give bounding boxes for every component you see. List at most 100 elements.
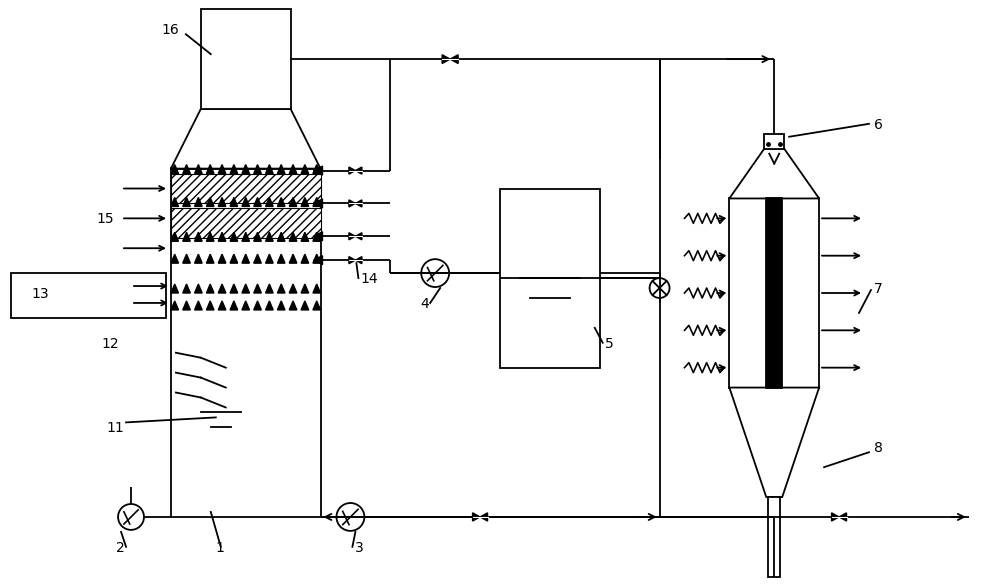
Polygon shape [314,232,322,240]
Polygon shape [266,254,273,263]
Polygon shape [277,301,285,310]
Polygon shape [442,55,450,64]
Polygon shape [183,198,190,206]
Polygon shape [473,513,480,521]
Text: 12: 12 [101,337,119,351]
Text: 15: 15 [96,212,114,226]
Bar [766,199,782,387]
Polygon shape [242,284,249,293]
Polygon shape [355,256,362,264]
Polygon shape [230,254,238,263]
Polygon shape [289,254,297,263]
Polygon shape [218,165,226,173]
Text: 11: 11 [106,422,124,435]
Polygon shape [230,165,238,173]
Polygon shape [206,232,214,241]
Polygon shape [355,200,362,207]
Polygon shape [206,165,214,173]
Bar [729,199,819,387]
Polygon shape [277,254,285,263]
Polygon shape [266,232,273,241]
Polygon shape [289,284,297,293]
Polygon shape [313,301,320,310]
Polygon shape [313,198,320,206]
Polygon shape [313,232,320,241]
Polygon shape [277,165,285,173]
Text: 16: 16 [161,24,179,37]
Polygon shape [355,167,362,174]
Polygon shape [313,254,320,263]
Polygon shape [183,254,190,263]
Polygon shape [729,149,819,199]
Polygon shape [218,232,226,241]
Polygon shape [729,387,819,497]
Polygon shape [230,198,238,206]
Polygon shape [832,513,839,521]
Polygon shape [195,198,202,206]
Polygon shape [254,254,261,263]
Polygon shape [301,198,309,206]
Bar [171,169,320,517]
Bar [11,273,166,318]
Polygon shape [218,254,226,263]
Polygon shape [171,165,178,173]
Polygon shape [266,165,273,173]
Text: 4: 4 [420,297,429,311]
Polygon shape [171,232,178,241]
Bar [171,173,320,203]
Bar [201,9,291,109]
Polygon shape [206,301,214,310]
Polygon shape [301,232,309,241]
Polygon shape [206,198,214,206]
Polygon shape [230,232,238,241]
Polygon shape [266,284,273,293]
Polygon shape [266,301,273,310]
Bar [171,208,320,238]
Text: 6: 6 [874,118,883,132]
Bar [768,497,780,577]
Polygon shape [195,284,202,293]
Polygon shape [254,232,261,241]
Polygon shape [301,254,309,263]
Polygon shape [349,167,355,174]
Text: 5: 5 [605,337,613,351]
Polygon shape [242,301,249,310]
Polygon shape [242,232,249,241]
Polygon shape [171,254,178,263]
Polygon shape [242,254,249,263]
Polygon shape [277,198,285,206]
Polygon shape [254,198,261,206]
Polygon shape [195,254,202,263]
Polygon shape [218,198,226,206]
Polygon shape [195,301,202,310]
Text: 14: 14 [360,272,378,286]
Polygon shape [206,284,214,293]
Polygon shape [183,165,190,173]
Text: 2: 2 [116,541,125,554]
Polygon shape [450,55,458,64]
Polygon shape [289,301,297,310]
Polygon shape [254,165,261,173]
Polygon shape [206,254,214,263]
Polygon shape [301,301,309,310]
Polygon shape [289,232,297,241]
Polygon shape [218,284,226,293]
Polygon shape [254,301,261,310]
Polygon shape [289,198,297,206]
Polygon shape [314,199,322,208]
Text: 13: 13 [31,287,49,301]
Polygon shape [314,256,322,265]
Polygon shape [277,284,285,293]
Polygon shape [242,198,249,206]
Polygon shape [277,232,285,241]
Polygon shape [218,301,226,310]
Polygon shape [480,513,488,521]
Polygon shape [195,165,202,173]
Polygon shape [349,256,355,264]
Polygon shape [183,284,190,293]
Text: 8: 8 [874,441,883,455]
Polygon shape [313,165,320,173]
Text: 3: 3 [355,541,364,554]
Polygon shape [349,200,355,207]
Polygon shape [355,233,362,240]
